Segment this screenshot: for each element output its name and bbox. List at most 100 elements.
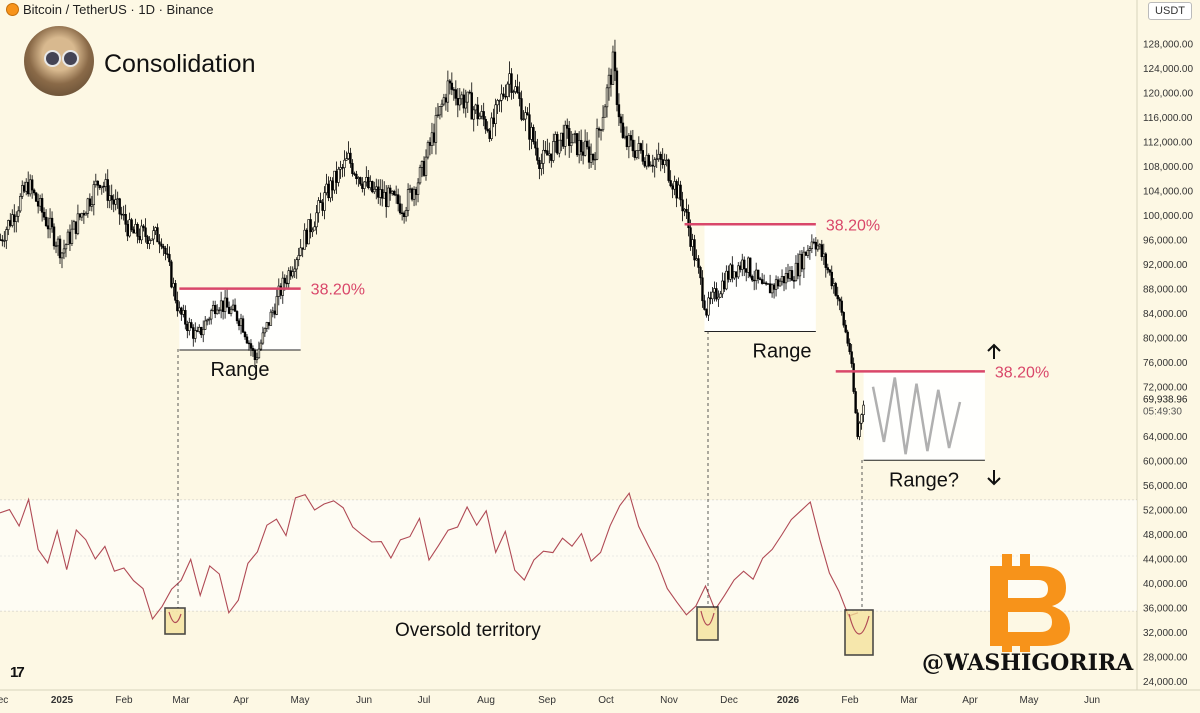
candle-body bbox=[709, 297, 712, 300]
candle-body bbox=[422, 160, 426, 176]
candle-body bbox=[583, 140, 587, 156]
candle-body bbox=[32, 189, 36, 194]
projected-range-path bbox=[871, 377, 962, 455]
time-tick-label: 2025 bbox=[51, 695, 74, 706]
symbol-header[interactable]: Bitcoin / TetherUS · 1D · Binance bbox=[6, 2, 214, 17]
candle-body bbox=[58, 238, 62, 259]
candle-body bbox=[7, 220, 10, 230]
candle-body bbox=[410, 188, 414, 200]
candle-body bbox=[34, 192, 38, 202]
candle-body bbox=[677, 184, 680, 199]
candle-body bbox=[375, 186, 378, 190]
candle-body bbox=[387, 187, 390, 207]
candle-body bbox=[597, 128, 601, 131]
arrow-up-icon bbox=[987, 343, 1001, 359]
candle-body bbox=[377, 186, 380, 198]
candle-body bbox=[178, 307, 181, 312]
oversold-rsi-dip bbox=[700, 610, 715, 626]
candle-body bbox=[363, 181, 366, 189]
candle-body bbox=[498, 100, 501, 102]
candle-body bbox=[301, 247, 304, 250]
candle-body bbox=[114, 199, 117, 205]
candle-body bbox=[60, 252, 64, 259]
candle-body bbox=[500, 93, 503, 101]
current-price-label: 69,938.96 bbox=[1143, 394, 1188, 405]
candle-body bbox=[448, 80, 452, 84]
candle-body bbox=[800, 253, 804, 270]
candle-body bbox=[192, 327, 195, 339]
candle-body bbox=[108, 195, 111, 201]
candle-body bbox=[331, 180, 334, 191]
candle-body bbox=[122, 214, 125, 216]
candle-body bbox=[263, 328, 267, 334]
price-tick-label: 40,000.00 bbox=[1143, 579, 1188, 590]
candle-body bbox=[231, 304, 235, 310]
glasses-left-icon bbox=[44, 50, 61, 67]
candle-body bbox=[383, 192, 386, 199]
candle-body bbox=[832, 283, 835, 287]
candle-body bbox=[100, 185, 103, 189]
time-tick-label: Mar bbox=[172, 695, 190, 706]
candle-body bbox=[404, 210, 408, 217]
candle-body bbox=[44, 216, 48, 227]
candle-body bbox=[472, 109, 475, 120]
candle-body bbox=[834, 283, 837, 296]
candle-body bbox=[170, 261, 173, 288]
candle-body bbox=[846, 331, 849, 344]
candle-body bbox=[96, 180, 100, 186]
tradingview-logo-icon[interactable]: 17 bbox=[10, 664, 25, 681]
candle-body bbox=[446, 80, 450, 103]
candle-body bbox=[166, 253, 169, 255]
candle-body bbox=[629, 135, 633, 141]
candle-body bbox=[717, 296, 720, 300]
candle-body bbox=[762, 282, 766, 284]
candle-body bbox=[315, 212, 318, 228]
candle-body bbox=[591, 153, 595, 161]
candle-body bbox=[223, 297, 227, 312]
candle-body bbox=[333, 170, 336, 191]
candle-body bbox=[637, 143, 641, 151]
candle-body bbox=[428, 142, 432, 146]
candle-body bbox=[0, 239, 2, 241]
candle-body bbox=[613, 51, 617, 72]
candle-body bbox=[142, 225, 145, 229]
candle-body bbox=[76, 213, 80, 234]
candle-body bbox=[579, 140, 583, 153]
price-tick-label: 44,000.00 bbox=[1143, 554, 1188, 565]
candle-body bbox=[749, 257, 752, 277]
price-tick-label: 48,000.00 bbox=[1143, 530, 1188, 541]
candle-body bbox=[390, 190, 394, 194]
candle-body bbox=[56, 238, 60, 247]
candle-body bbox=[741, 259, 744, 270]
candle-body bbox=[400, 212, 404, 215]
candle-body bbox=[830, 271, 833, 287]
price-tick-label: 72,000.00 bbox=[1143, 383, 1188, 394]
candle-body bbox=[213, 305, 217, 315]
candle-body bbox=[468, 91, 471, 94]
candle-body bbox=[436, 114, 440, 117]
candle-body bbox=[94, 180, 98, 185]
candle-body bbox=[42, 211, 46, 218]
candle-body bbox=[689, 227, 692, 247]
candle-body bbox=[804, 251, 808, 256]
bitcoin-icon bbox=[990, 554, 1070, 652]
candle-body bbox=[54, 245, 58, 247]
candle-body bbox=[359, 177, 362, 185]
candle-body bbox=[739, 265, 742, 270]
candle-body bbox=[587, 146, 591, 163]
candle-body bbox=[548, 153, 551, 156]
candle-body bbox=[424, 156, 428, 176]
candle-body bbox=[486, 128, 489, 132]
candle-body bbox=[649, 164, 652, 167]
currency-selector[interactable]: USDT bbox=[1148, 2, 1192, 20]
candle-body bbox=[534, 141, 537, 149]
candle-body bbox=[160, 243, 163, 247]
candle-body bbox=[323, 192, 326, 211]
candle-body bbox=[510, 73, 513, 93]
candle-body bbox=[796, 262, 800, 277]
candle-body bbox=[353, 173, 356, 175]
candle-body bbox=[657, 153, 660, 160]
candle-body bbox=[207, 318, 211, 321]
candle-body bbox=[444, 97, 448, 103]
candle-body bbox=[673, 181, 676, 190]
